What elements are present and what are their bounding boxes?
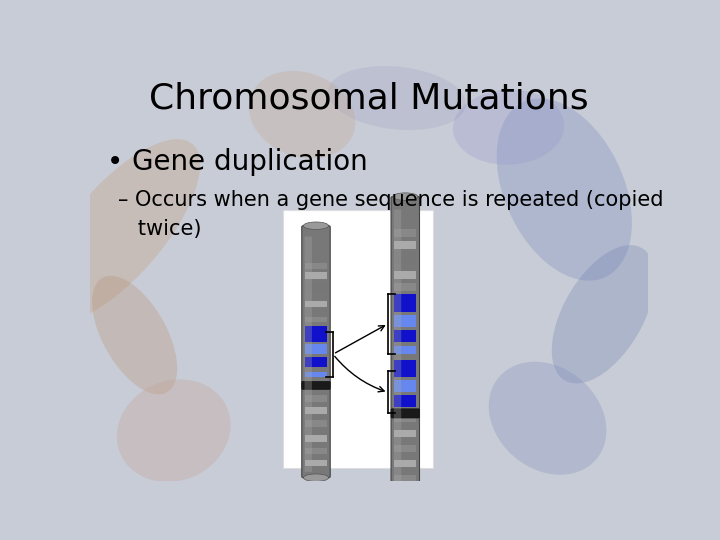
FancyBboxPatch shape (391, 409, 420, 418)
Ellipse shape (92, 276, 177, 394)
Bar (395, 487, 416, 494)
Bar (305, 263, 327, 269)
FancyBboxPatch shape (302, 226, 330, 478)
Bar (395, 395, 416, 407)
Bar (395, 475, 416, 482)
Bar (305, 357, 327, 367)
Bar (305, 395, 327, 402)
Bar (395, 294, 416, 312)
Bar (395, 315, 416, 327)
Ellipse shape (552, 245, 655, 383)
Bar (305, 372, 327, 377)
Bar (395, 460, 416, 467)
Bar (305, 460, 327, 467)
Bar (395, 329, 416, 342)
Bar (305, 435, 327, 442)
Bar (395, 346, 416, 354)
Bar (395, 252, 416, 264)
Bar (305, 326, 327, 342)
Bar (395, 241, 416, 249)
Bar (395, 283, 416, 291)
Ellipse shape (328, 66, 466, 130)
Ellipse shape (497, 98, 632, 281)
Bar (305, 407, 327, 414)
Bar (305, 301, 327, 307)
Bar (395, 360, 416, 377)
Bar (395, 415, 416, 422)
Bar (395, 381, 416, 393)
Text: twice): twice) (118, 219, 202, 239)
Ellipse shape (303, 474, 328, 482)
Text: • Gene duplication: • Gene duplication (107, 148, 367, 176)
Bar (282, 211, 433, 468)
Bar (395, 445, 416, 453)
Bar (305, 420, 327, 427)
Ellipse shape (36, 139, 200, 323)
Bar (395, 271, 416, 279)
Bar (395, 230, 416, 237)
Ellipse shape (392, 193, 418, 200)
Bar (305, 344, 327, 354)
Bar (305, 448, 327, 454)
Ellipse shape (453, 90, 564, 165)
FancyBboxPatch shape (305, 237, 312, 472)
Text: Chromosomal Mutations: Chromosomal Mutations (149, 82, 589, 116)
Bar (305, 282, 327, 292)
Ellipse shape (489, 362, 606, 475)
Ellipse shape (303, 222, 328, 230)
Ellipse shape (392, 495, 418, 502)
Bar (305, 317, 327, 322)
Text: – Occurs when a gene sequence is repeated (copied: – Occurs when a gene sequence is repeate… (118, 190, 663, 210)
Ellipse shape (249, 71, 355, 159)
Bar (305, 272, 327, 279)
FancyBboxPatch shape (391, 197, 420, 498)
FancyBboxPatch shape (302, 381, 330, 389)
FancyBboxPatch shape (394, 210, 401, 491)
Bar (395, 430, 416, 437)
Ellipse shape (117, 380, 230, 482)
